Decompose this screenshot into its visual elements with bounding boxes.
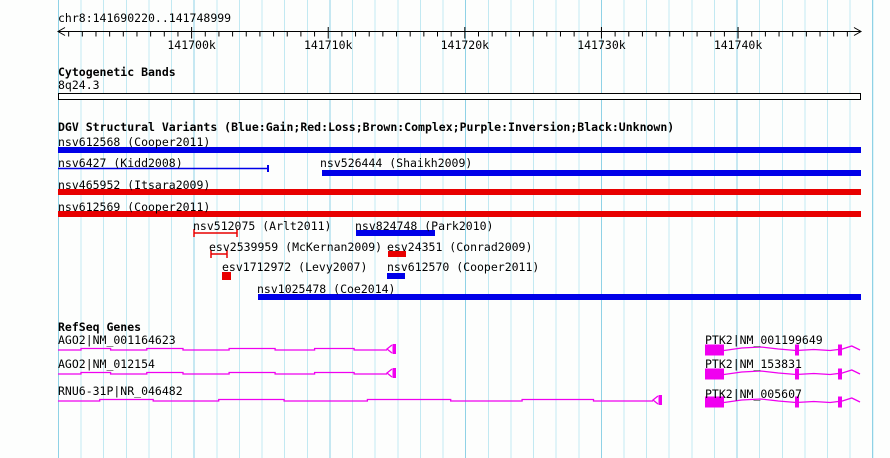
dgv-variant-bar[interactable] xyxy=(388,251,406,257)
refseq-gene-exon-tick[interactable] xyxy=(795,368,799,380)
cytoband-box[interactable] xyxy=(58,93,861,100)
refseq-gene-exon-tick[interactable] xyxy=(795,344,799,356)
dgv-variant-label[interactable]: nsv612568 (Cooper2011) xyxy=(58,135,211,149)
refseq-gene-label[interactable]: AGO2|NM_012154 xyxy=(58,357,155,371)
refseq-gene-label[interactable]: PTK2|NM_001199649 xyxy=(705,333,823,347)
dgv-variant-bar[interactable] xyxy=(58,147,861,153)
dgv-variant-label[interactable]: esv2539959 (McKernan2009) xyxy=(209,240,383,254)
dgv-variant-bar[interactable] xyxy=(58,211,861,217)
ruler-tick-label: 141730k xyxy=(577,38,626,52)
refseq-gene-exon-tick[interactable] xyxy=(795,396,799,408)
refseq-gene-first-exon[interactable] xyxy=(705,368,724,380)
dgv-variant-label[interactable]: esv1712972 (Levy2007) xyxy=(222,260,368,274)
dgv-variant-label[interactable]: nsv465952 (Itsara2009) xyxy=(58,178,211,192)
refseq-gene-body[interactable] xyxy=(723,397,861,404)
refseq-gene-strand-arrow[interactable] xyxy=(385,344,393,354)
dgv-variant-bar[interactable] xyxy=(222,272,231,280)
refseq-gene-body[interactable] xyxy=(58,398,653,402)
refseq-gene-label[interactable]: RNU6-31P|NR_046482 xyxy=(58,384,183,398)
refseq-gene-terminal-exon[interactable] xyxy=(392,344,397,354)
section-header-dgv-variants: DGV Structural Variants (Blue:Gain;Red:L… xyxy=(58,120,675,134)
refseq-gene-body[interactable] xyxy=(58,371,387,375)
refseq-gene-label[interactable]: PTK2|NM_153831 xyxy=(705,357,802,371)
dgv-variant-label[interactable]: nsv612569 (Cooper2011) xyxy=(58,200,211,214)
refseq-gene-body[interactable] xyxy=(58,347,387,351)
refseq-gene-strand-arrow[interactable] xyxy=(385,368,393,378)
dgv-variant-label[interactable]: nsv6427 (Kidd2008) xyxy=(58,156,183,170)
dgv-variant-bar[interactable] xyxy=(322,170,861,176)
dgv-variant-label[interactable]: nsv612570 (Cooper2011) xyxy=(387,260,540,274)
refseq-gene-label[interactable]: PTK2|NM_005607 xyxy=(705,387,802,401)
refseq-gene-strand-arrow[interactable] xyxy=(651,395,659,405)
refseq-gene-terminal-exon[interactable] xyxy=(658,395,663,405)
section-header-refseq-genes: RefSeq Genes xyxy=(58,320,142,334)
section-header-cytogenetic-bands: Cytogenetic Bands xyxy=(58,65,176,79)
dgv-variant-bar[interactable] xyxy=(258,294,861,300)
dgv-variant-label[interactable]: nsv824748 (Park2010) xyxy=(355,219,494,233)
dgv-variant-label[interactable]: nsv512075 (Arlt2011) xyxy=(193,219,332,233)
dgv-variant-label[interactable]: nsv526444 (Shaikh2009) xyxy=(320,156,473,170)
dgv-variant-bar[interactable] xyxy=(58,189,861,195)
refseq-gene-terminal-exon[interactable] xyxy=(392,368,397,378)
refseq-gene-label[interactable]: AGO2|NM_001164623 xyxy=(58,333,176,347)
dgv-variant-label[interactable]: nsv1025478 (Coe2014) xyxy=(257,282,396,296)
refseq-gene-exon-tick[interactable] xyxy=(838,368,842,380)
ruler-tick-label: 141700k xyxy=(167,38,216,52)
dgv-variant-bar[interactable] xyxy=(356,230,435,236)
cytoband-label[interactable]: 8q24.3 xyxy=(58,78,100,92)
refseq-gene-body[interactable] xyxy=(723,345,861,352)
dgv-variant-bar[interactable] xyxy=(387,273,405,279)
refseq-gene-first-exon[interactable] xyxy=(705,344,724,356)
ruler-tick-label: 141710k xyxy=(303,38,353,52)
region-label: chr8:141690220..141748999 xyxy=(58,11,232,25)
refseq-gene-first-exon[interactable] xyxy=(705,396,724,408)
dgv-variant-label[interactable]: esv24351 (Conrad2009) xyxy=(387,240,533,254)
refseq-gene-exon-tick[interactable] xyxy=(838,344,842,356)
ruler-tick-label: 141720k xyxy=(440,38,490,52)
refseq-gene-exon-tick[interactable] xyxy=(838,396,842,408)
ruler-tick-label: 141740k xyxy=(713,38,763,52)
refseq-gene-body[interactable] xyxy=(723,369,861,376)
